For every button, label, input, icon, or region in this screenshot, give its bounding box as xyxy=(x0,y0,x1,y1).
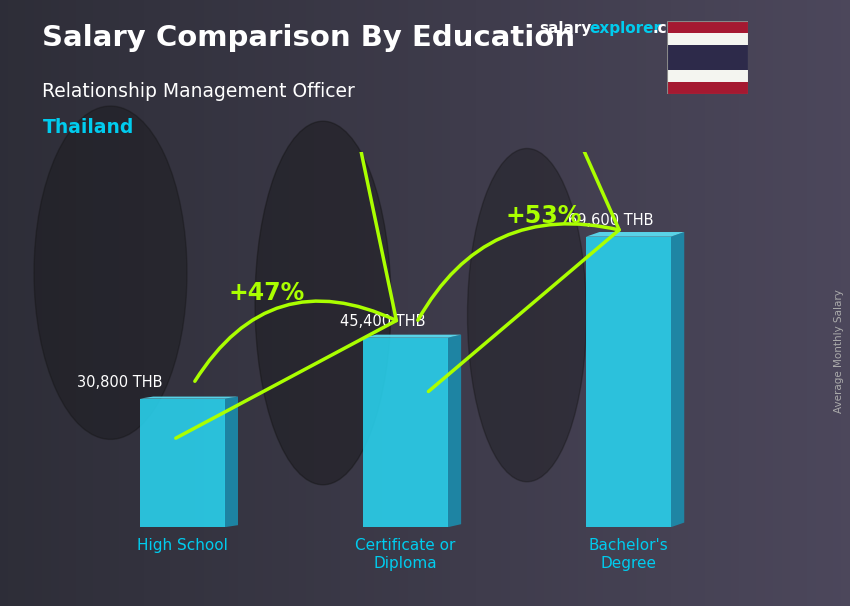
Polygon shape xyxy=(671,232,684,527)
Polygon shape xyxy=(586,232,684,237)
Polygon shape xyxy=(363,338,448,527)
Polygon shape xyxy=(224,396,238,527)
Text: 45,400 THB: 45,400 THB xyxy=(340,315,426,330)
Ellipse shape xyxy=(255,121,391,485)
Polygon shape xyxy=(586,237,671,527)
Text: Average Monthly Salary: Average Monthly Salary xyxy=(834,290,844,413)
Text: explorer: explorer xyxy=(589,21,661,36)
Bar xyxy=(667,21,748,33)
Text: +47%: +47% xyxy=(229,281,305,305)
Bar xyxy=(667,82,748,94)
Ellipse shape xyxy=(468,148,586,482)
Text: +53%: +53% xyxy=(506,204,582,228)
Text: 30,800 THB: 30,800 THB xyxy=(77,375,162,390)
FancyArrowPatch shape xyxy=(418,2,619,391)
Polygon shape xyxy=(363,335,461,338)
FancyArrowPatch shape xyxy=(176,76,396,438)
Polygon shape xyxy=(448,335,461,527)
Text: salary: salary xyxy=(540,21,592,36)
Text: .com: .com xyxy=(653,21,694,36)
Ellipse shape xyxy=(34,106,187,439)
Bar xyxy=(667,45,748,70)
Text: 69,600 THB: 69,600 THB xyxy=(568,213,654,228)
Polygon shape xyxy=(139,396,238,399)
Polygon shape xyxy=(139,399,224,527)
Text: Relationship Management Officer: Relationship Management Officer xyxy=(42,82,355,101)
Text: Thailand: Thailand xyxy=(42,118,133,137)
Bar xyxy=(667,33,748,45)
Bar xyxy=(667,70,748,82)
Text: Salary Comparison By Education: Salary Comparison By Education xyxy=(42,24,575,52)
